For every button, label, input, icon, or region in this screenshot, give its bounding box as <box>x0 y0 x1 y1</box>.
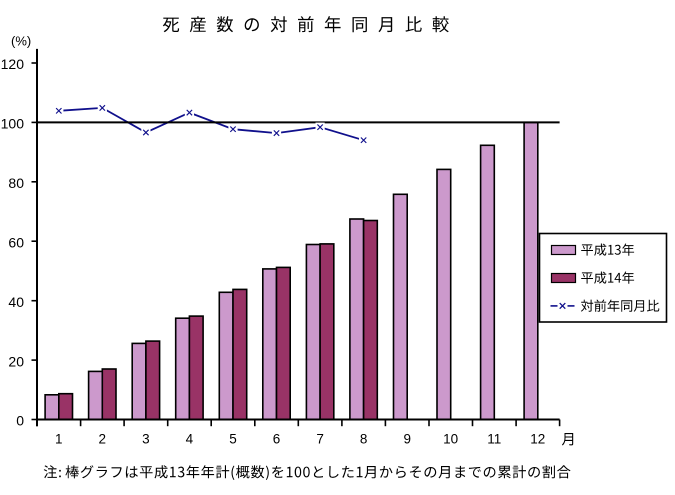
svg-text:3: 3 <box>142 432 150 447</box>
svg-text:5: 5 <box>229 432 237 447</box>
svg-text:60: 60 <box>8 234 24 250</box>
svg-text:1: 1 <box>55 432 63 447</box>
svg-text:(%): (%) <box>11 34 31 49</box>
svg-text:120: 120 <box>1 56 25 72</box>
svg-text:6: 6 <box>273 432 281 447</box>
svg-text:10: 10 <box>443 432 458 447</box>
svg-text:2: 2 <box>99 432 107 447</box>
svg-text:80: 80 <box>8 175 24 191</box>
svg-text:4: 4 <box>186 432 194 447</box>
svg-text:8: 8 <box>360 432 368 447</box>
svg-text:7: 7 <box>316 432 324 447</box>
svg-text:40: 40 <box>8 294 24 310</box>
svg-text:9: 9 <box>403 432 411 447</box>
svg-text:0: 0 <box>16 413 24 429</box>
svg-text:11: 11 <box>487 432 501 447</box>
svg-text:100: 100 <box>1 116 25 132</box>
svg-text:20: 20 <box>8 353 24 369</box>
svg-text:12: 12 <box>530 432 545 447</box>
